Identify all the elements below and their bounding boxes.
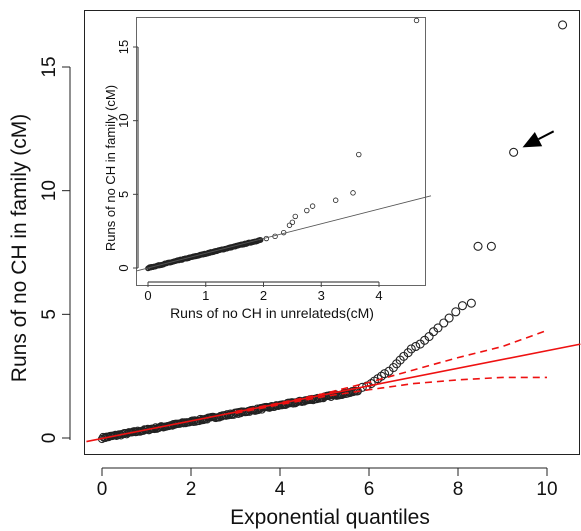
main-annotation	[522, 130, 555, 148]
main-data-point	[558, 20, 568, 30]
main-data-point	[254, 405, 263, 415]
inset-reference-line	[136, 195, 432, 272]
main-x-ticks: 0 2 4 6 8 10	[97, 468, 558, 500]
main-x-tick-label: 2	[186, 479, 197, 500]
main-envelope-lower	[235, 376, 547, 415]
inset-data-point	[356, 151, 362, 158]
main-y-tick-label: 10	[39, 180, 60, 201]
arrow-head	[522, 132, 543, 148]
main-plot-frame	[84, 10, 580, 455]
inset-data-point	[304, 207, 310, 214]
inset-y-tick-label: 0	[116, 264, 131, 271]
main-data-point	[406, 344, 416, 354]
main-x-tick-label: 0	[97, 479, 108, 500]
main-data-point	[199, 415, 208, 425]
main-data-point	[376, 371, 387, 381]
main-x-tick-label: 4	[275, 479, 286, 500]
main-points	[97, 20, 568, 444]
main-x-tick-label: 8	[453, 479, 464, 500]
inset-x-tick-label: 3	[318, 288, 325, 303]
inset-plot: 0 1 2 3 4 0 5 10 15 Runs of no CH in unrelateds…	[103, 17, 432, 321]
main-data-point	[444, 313, 454, 323]
main-y-ticks: 0 5 10 15	[39, 56, 70, 443]
inset-y-tick-label: 5	[116, 191, 131, 198]
inset-data-point	[413, 17, 420, 24]
inset-x-tick-label: 1	[202, 288, 209, 303]
arrow-shaft	[538, 130, 555, 141]
main-data-point	[451, 307, 461, 317]
inset-data-point	[292, 213, 298, 220]
inset-lines	[136, 195, 432, 272]
inset-data-point	[350, 190, 356, 196]
inset-x-axis-title: Runs of no CH in unrelateds(cM)	[170, 305, 374, 321]
inset-data-point	[286, 222, 293, 228]
inset-plot-frame	[136, 17, 426, 286]
main-data-point	[433, 323, 443, 333]
main-data-point	[486, 241, 496, 251]
inset-x-tick-label: 0	[144, 288, 151, 303]
main-y-tick-label: 0	[39, 433, 60, 444]
main-data-point	[411, 341, 421, 352]
main-data-point	[466, 298, 476, 308]
main-data-point	[380, 369, 390, 379]
main-envelope-upper	[235, 329, 548, 413]
main-data-point	[457, 301, 468, 311]
main-y-tick-label: 5	[39, 309, 60, 320]
inset-y-tick-label: 15	[116, 40, 131, 54]
inset-y-tick-label: 10	[116, 113, 131, 127]
main-x-tick-label: 6	[364, 479, 375, 500]
main-x-axis-title: Exponential quantiles	[230, 506, 430, 529]
inset-data-point	[332, 197, 339, 203]
main-fit-line	[86, 343, 581, 443]
inset-x-tick-label: 2	[260, 288, 267, 303]
main-x-tick-label: 10	[536, 479, 557, 500]
inset-x-ticks: 0 1 2 3 4	[144, 282, 383, 303]
inset-data-point	[309, 203, 316, 209]
inset-y-axis-title: Runs of no CH in family (cM)	[103, 85, 118, 251]
main-y-axis-title: Runs of no CH in family (cM)	[8, 114, 31, 382]
main-lines	[86, 329, 581, 443]
inset-data-point	[289, 219, 296, 226]
main-y-tick-label: 15	[39, 56, 60, 77]
main-data-point	[473, 241, 483, 251]
main-data-point	[509, 147, 519, 157]
inset-y-ticks: 0 5 10 15	[116, 40, 138, 272]
inset-x-tick-label: 4	[375, 288, 382, 303]
main-data-point	[439, 318, 449, 328]
